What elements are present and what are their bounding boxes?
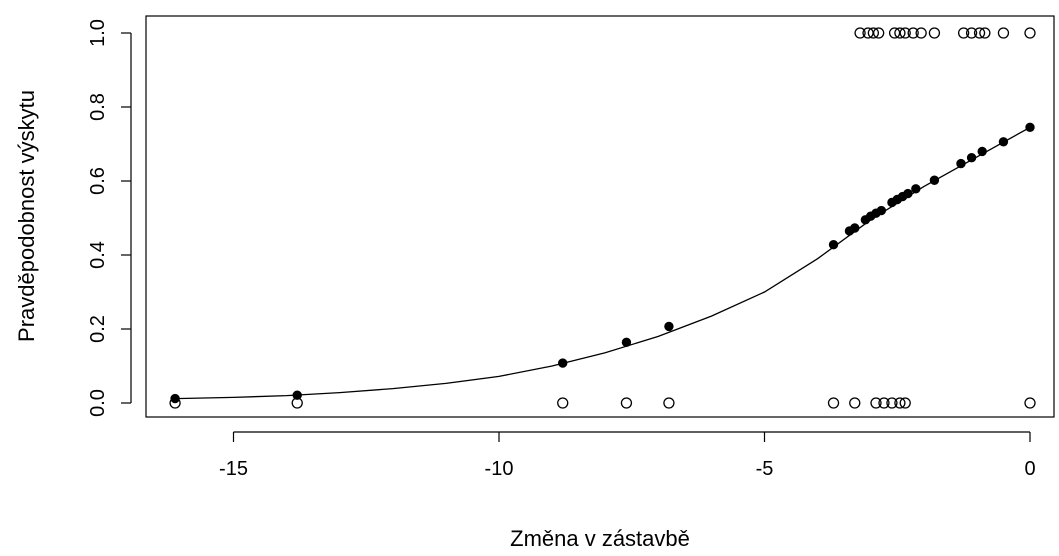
predicted-point <box>998 137 1009 147</box>
fitted-curve-line <box>175 126 1031 400</box>
predicted-point <box>966 152 977 163</box>
observed-point <box>915 27 927 39</box>
predicted-point <box>664 321 674 332</box>
predicted-point <box>876 205 887 216</box>
observed-point <box>878 397 890 409</box>
observed-point <box>899 27 911 39</box>
observed-point <box>907 27 919 39</box>
observed-point <box>928 27 941 39</box>
y-tick-label: 0.0 <box>87 389 109 417</box>
observed-point <box>957 27 970 39</box>
observed-point <box>849 397 861 409</box>
x-tick-label: -5 <box>756 458 774 480</box>
observed-point <box>979 27 991 39</box>
observed-point <box>965 27 978 39</box>
observed-point <box>894 27 906 39</box>
plot-frame <box>145 15 1055 418</box>
predicted-point <box>977 146 987 157</box>
observed-point <box>973 27 986 39</box>
observed-point <box>867 27 880 39</box>
fitted-curve <box>175 126 1031 400</box>
y-tick-label: 0.2 <box>87 315 109 343</box>
observed-point <box>870 397 882 409</box>
predicted-point <box>170 393 180 404</box>
x-tick-label: 0 <box>1024 458 1035 480</box>
predicted-point <box>850 223 860 233</box>
x-axis-title: Změna v zástavbě <box>510 526 690 551</box>
predicted-point <box>558 358 568 368</box>
predicted-point <box>828 239 839 250</box>
observed-point <box>899 397 911 409</box>
data-points <box>169 27 1036 409</box>
observed-point <box>873 27 885 39</box>
observed-point <box>620 397 633 409</box>
x-tick-label: -10 <box>485 458 514 480</box>
y-tick-label: 0.6 <box>87 167 109 195</box>
observed-point <box>997 27 1010 39</box>
predicted-point <box>911 184 921 194</box>
predicted-point <box>292 390 302 400</box>
y-tick-label: 0.8 <box>87 93 109 121</box>
observed-point <box>854 27 866 39</box>
predicted-point <box>956 158 966 169</box>
y-axis-title: Pravděpodobnost výskytu <box>14 90 39 342</box>
predicted-point <box>1025 122 1035 133</box>
observed-point <box>886 397 898 409</box>
predicted-point <box>621 337 632 348</box>
y-axis: 0.0 0.2 0.4 0.6 0.8 1.0 <box>87 19 132 417</box>
observed-point <box>1024 27 1036 39</box>
x-axis: -15 -10 -5 0 <box>219 431 1036 480</box>
predicted-point <box>929 175 940 185</box>
observed-point <box>557 397 569 409</box>
observed-point <box>663 397 675 409</box>
observed-point <box>1024 397 1036 409</box>
predicted-point <box>903 188 913 199</box>
y-tick-label: 1.0 <box>87 19 109 47</box>
observed-point <box>894 397 906 409</box>
y-tick-label: 0.4 <box>87 241 109 269</box>
x-tick-label: -15 <box>219 458 248 480</box>
observed-point <box>827 397 840 409</box>
